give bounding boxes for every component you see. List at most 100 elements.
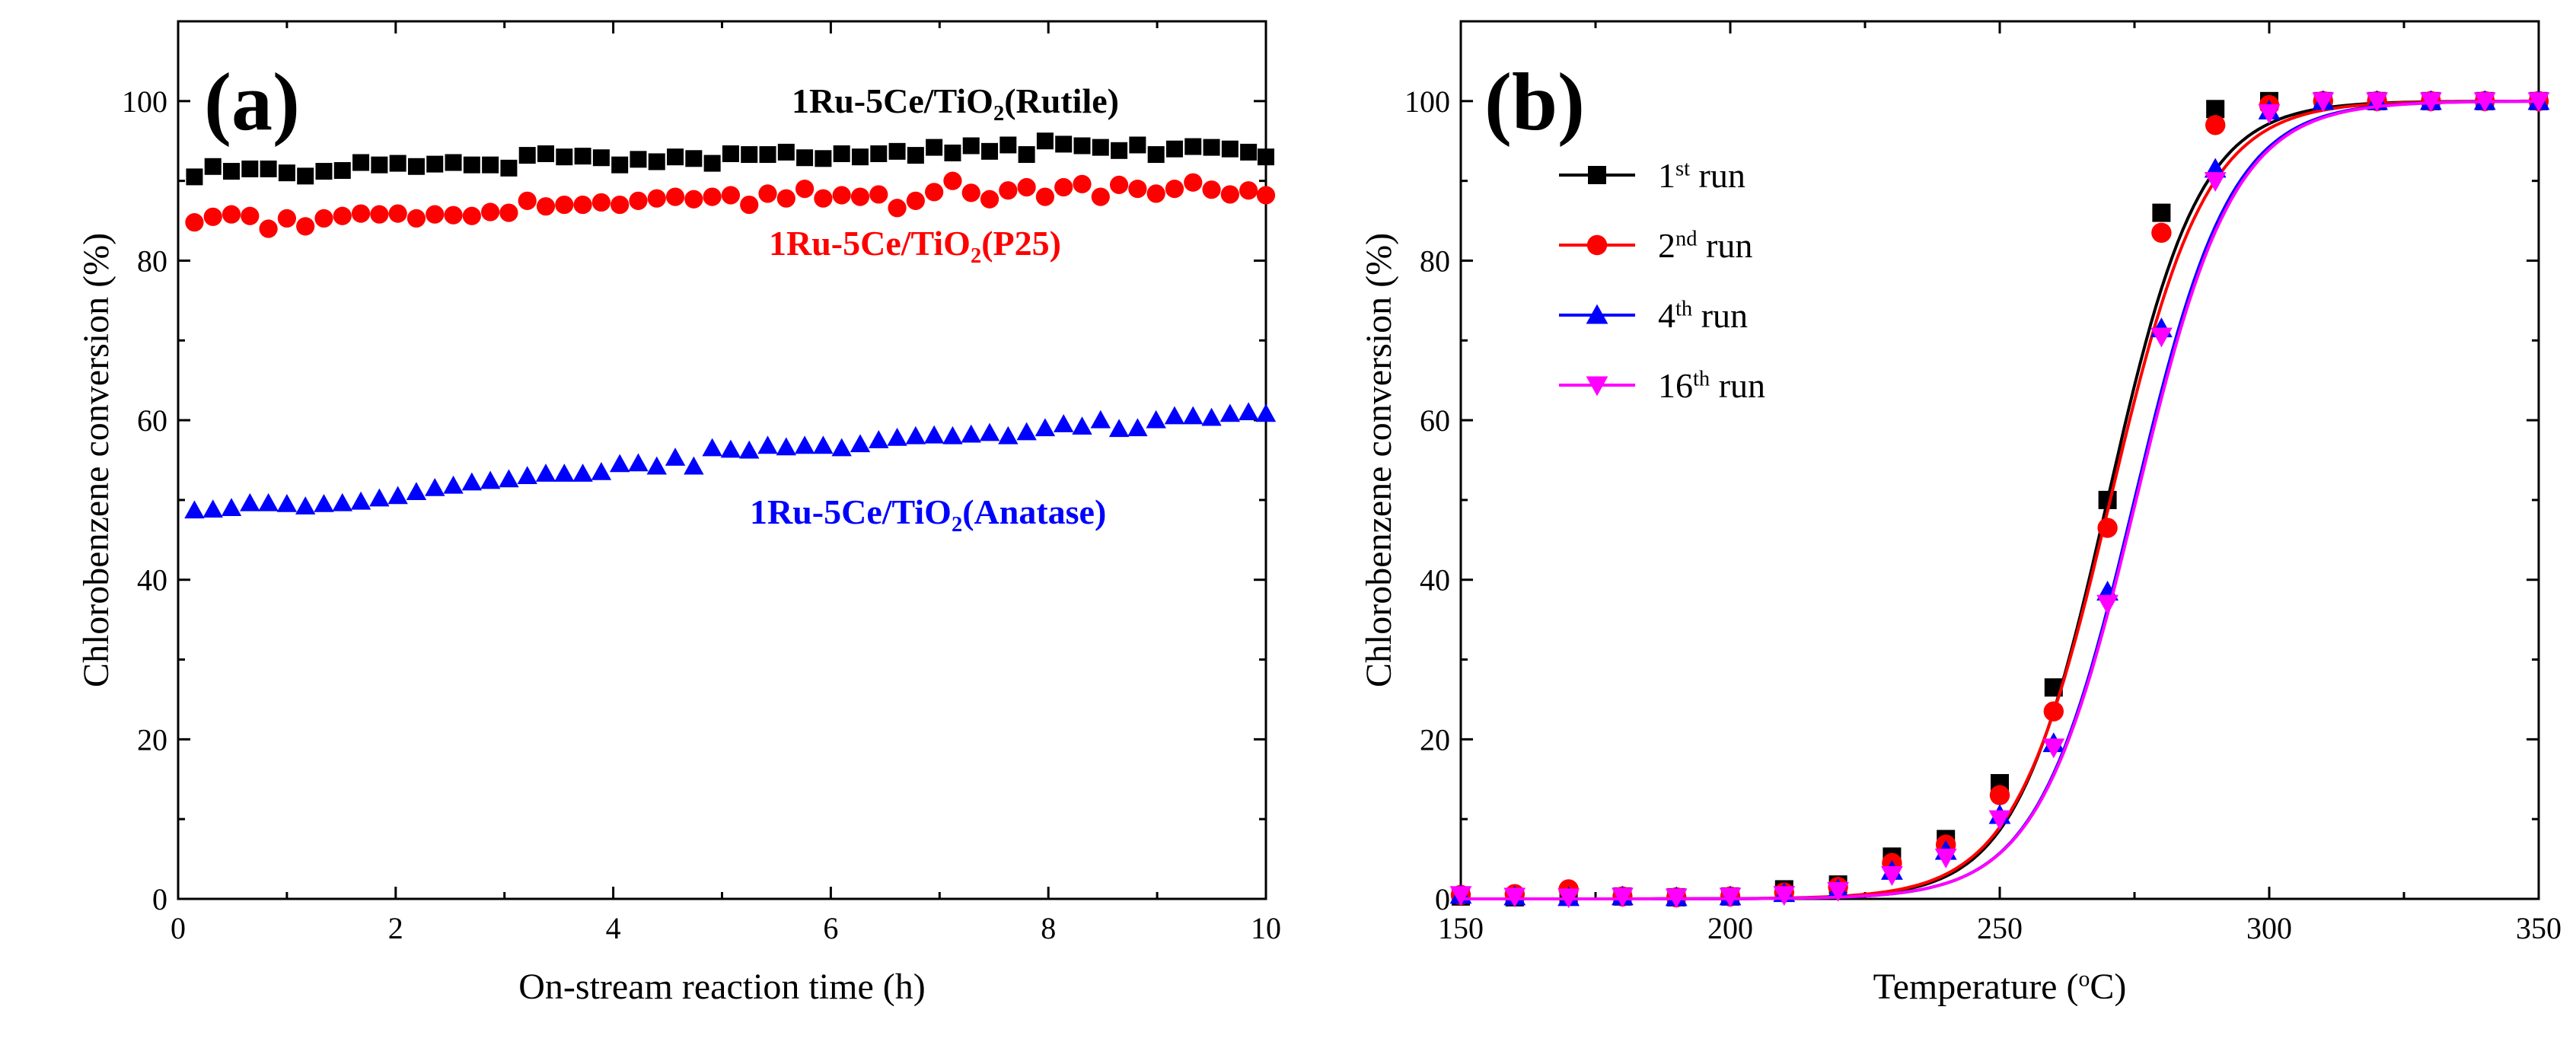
- panel-a-data-point: [572, 464, 593, 482]
- panel-a-data-point: [851, 148, 869, 166]
- panel-a-data-point: [1183, 406, 1204, 425]
- panel-a-data-point: [1164, 406, 1185, 425]
- panel-a-data-point: [555, 195, 574, 215]
- panel-a-data-point: [943, 171, 962, 190]
- panel-a-data-point: [185, 213, 204, 232]
- panel-b-data-point: [2527, 92, 2550, 113]
- panel-b-data-point: [1719, 887, 1742, 908]
- panel-a-data-point: [1219, 403, 1241, 422]
- panel-a-x-tick-label: 4: [606, 911, 621, 945]
- panel-b-x-tick-label: 200: [1707, 911, 1753, 945]
- panel-a-data-point: [1090, 409, 1111, 429]
- panel-a-data-point: [906, 191, 925, 210]
- panel-a-data-point: [1146, 409, 1166, 429]
- panel-a-data-point: [388, 204, 407, 223]
- panel-a-data-point: [1240, 143, 1258, 161]
- panel-a-data-point: [684, 190, 703, 209]
- panel-a-data-point: [1221, 140, 1239, 158]
- panel-a-data-point: [259, 219, 278, 238]
- panel-a-data-point: [722, 145, 739, 162]
- panel-a-data-point: [923, 425, 945, 444]
- legend-label-3: 16th run: [1658, 366, 1765, 405]
- panel-a-data-point: [1017, 177, 1036, 197]
- panel-a-data-point: [591, 462, 612, 480]
- legend-label-2: 4th run: [1658, 296, 1748, 335]
- panel-a-data-point: [314, 209, 333, 228]
- panel-a-y-axis-title: Chlorobenzene conversion (%): [76, 233, 116, 687]
- panel-a-data-point: [1238, 402, 1259, 421]
- panel-a-data-point: [314, 493, 334, 512]
- panel-a-data-point: [350, 491, 371, 510]
- panel-a-data-point: [1054, 177, 1073, 197]
- panel-a-data-point: [351, 204, 371, 223]
- panel-a-data-point: [1016, 422, 1037, 441]
- panel-b-data-point: [2152, 203, 2171, 222]
- panel-a-data-point: [499, 203, 518, 222]
- panel-a-data-point: [462, 206, 481, 225]
- panel-a-data-point: [370, 205, 389, 224]
- panel-b-data-point: [2150, 327, 2173, 348]
- panel-a-data-point: [1109, 175, 1129, 194]
- panel-a-x-tick-label: 8: [1041, 911, 1056, 945]
- panel-a-data-point: [480, 470, 501, 489]
- panel-a-data-point: [371, 156, 388, 174]
- panel-b-y-axis-title: Chlorobenzene conversion (%): [1359, 233, 1399, 687]
- panel-a-data-point: [1073, 174, 1092, 193]
- panel-a-x-tick-label: 0: [171, 911, 186, 945]
- panel-b-plot-frame: [1459, 20, 2540, 900]
- panel-a-data-point: [499, 469, 519, 488]
- panel-b-data-point: [1988, 810, 2011, 830]
- panel-a-data-point: [1036, 132, 1054, 150]
- panel-a-data-point: [518, 147, 536, 164]
- panel-a-data-point: [1256, 186, 1276, 205]
- panel-b: 150 200 250 300 350 0 20 40 60 80 100 Chlorobenzene…: [1359, 20, 2562, 1007]
- panel-a-data-point: [961, 183, 980, 202]
- panel-a-data-point: [702, 438, 722, 457]
- panel-a-data-point: [850, 187, 870, 206]
- panel-a-data-point: [869, 430, 889, 448]
- panel-a-data-point: [333, 162, 351, 180]
- legend-marker: [1586, 376, 1608, 397]
- panel-b-legend: 1st run 2nd run 4th run 16th run: [1559, 156, 1765, 405]
- panel-a-data-point: [591, 193, 611, 212]
- panel-a-data-point: [1255, 403, 1277, 422]
- panel-b-data-point: [1665, 888, 1688, 909]
- panel-a-data-point: [814, 189, 833, 208]
- panel-a-data-point: [204, 158, 222, 175]
- panel-a-series-label-2: 1Ru-5Ce/TiO2(Anatase): [750, 492, 1106, 537]
- panel-a-data-point: [981, 142, 999, 160]
- panel-b-series-3: [1449, 92, 2550, 909]
- panel-a-data-point: [796, 149, 814, 167]
- panel-a-data-point: [979, 422, 1000, 441]
- panel-b-data-point: [1557, 888, 1580, 909]
- panel-a-data-point: [1091, 187, 1110, 206]
- panel-a-data-point: [667, 148, 684, 166]
- panel-a-data-point: [739, 440, 760, 459]
- panel-a-data-point: [518, 191, 537, 210]
- panel-a-data-point: [1127, 418, 1148, 437]
- panel-a-y-tick-label: 0: [152, 882, 167, 916]
- panel-a-data-point: [315, 163, 333, 180]
- panel-a-y-tick-label: 60: [137, 403, 167, 438]
- panel-a-data-point: [277, 209, 296, 228]
- panel-b-data-point: [2042, 738, 2065, 759]
- panel-a-data-point: [832, 186, 851, 205]
- panel-a-data-point: [795, 180, 815, 199]
- panel-a-data-point: [258, 492, 279, 511]
- panel-a-data-point: [999, 136, 1017, 154]
- panel-a-data-point: [482, 156, 499, 174]
- panel-a-data-point: [260, 160, 277, 177]
- panel-a-data-point: [202, 499, 223, 518]
- panel-b-data-point: [2205, 115, 2226, 135]
- panel-a-data-point: [925, 183, 944, 202]
- panel-a-data-point: [1018, 146, 1035, 164]
- legend-marker: [1586, 304, 1608, 324]
- panel-a-data-point: [776, 189, 795, 208]
- panel-a-data-point: [407, 158, 425, 175]
- panel-b-data-point: [1503, 887, 1526, 908]
- panel-a-data-point: [611, 156, 629, 174]
- panel-a-series-2: [184, 402, 1277, 519]
- panel-a-data-point: [1073, 137, 1091, 155]
- panel-a-data-point: [536, 197, 556, 216]
